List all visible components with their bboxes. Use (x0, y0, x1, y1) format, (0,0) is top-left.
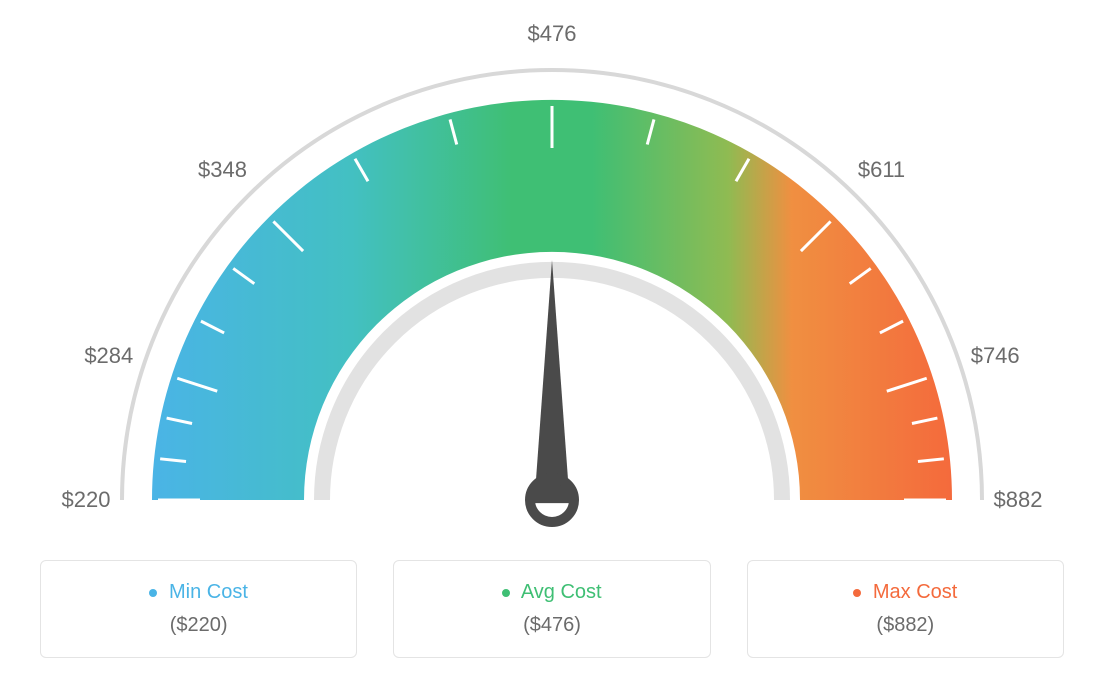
gauge-svg (0, 0, 1104, 560)
tick-label: $284 (84, 343, 133, 369)
legend-max-title: Max Cost (758, 581, 1053, 604)
tick-label: $476 (528, 21, 577, 47)
dot-icon-avg (502, 589, 510, 597)
legend-max-value: ($882) (758, 614, 1053, 637)
legend-card-min: Min Cost ($220) (40, 560, 357, 658)
dot-icon-min (149, 589, 157, 597)
legend-row: Min Cost ($220) Avg Cost ($476) Max Cost… (0, 560, 1104, 658)
tick-label: $746 (971, 343, 1020, 369)
tick-label: $882 (994, 487, 1043, 513)
legend-avg-label: Avg Cost (521, 581, 602, 603)
gauge-needle (534, 260, 569, 503)
tick-label: $611 (858, 157, 905, 183)
legend-min-value: ($220) (51, 614, 346, 637)
dot-icon-max (853, 589, 861, 597)
legend-min-label: Min Cost (169, 581, 248, 603)
legend-avg-title: Avg Cost (404, 581, 699, 604)
legend-avg-value: ($476) (404, 614, 699, 637)
legend-min-title: Min Cost (51, 581, 346, 604)
legend-card-max: Max Cost ($882) (747, 560, 1064, 658)
gauge-chart: $220 $284 $348 $476 $611 $746 $882 (0, 0, 1104, 560)
tick-label: $348 (198, 157, 247, 183)
tick-label: $220 (62, 487, 111, 513)
legend-max-label: Max Cost (873, 581, 957, 603)
legend-card-avg: Avg Cost ($476) (393, 560, 710, 658)
